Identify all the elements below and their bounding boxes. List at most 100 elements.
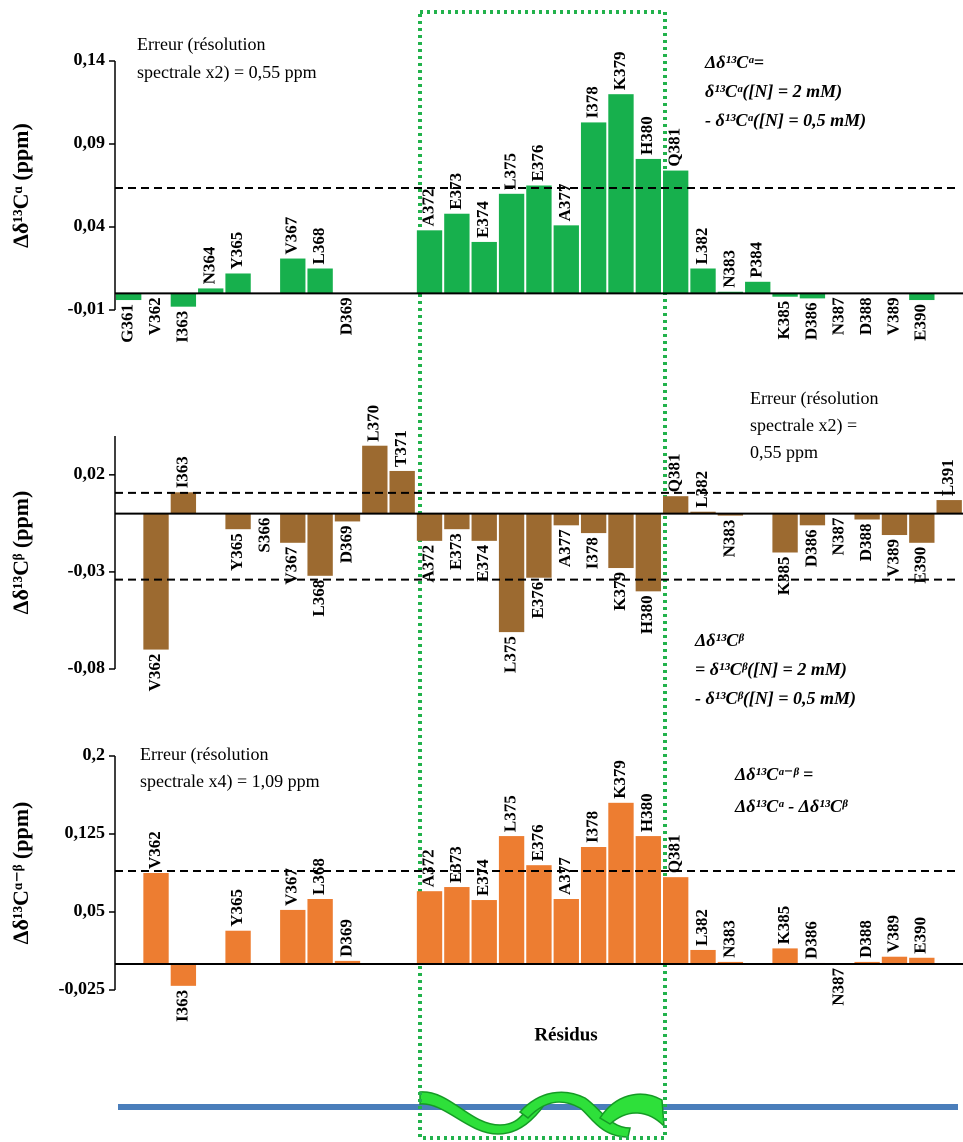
bar <box>690 268 716 294</box>
bar <box>881 956 908 964</box>
bar <box>225 513 251 530</box>
annotation: spectrale x2) = 0,55 ppm <box>137 62 317 83</box>
bar-label: I363 <box>172 990 191 1022</box>
bar <box>580 122 607 294</box>
bar-label: E374 <box>473 859 492 896</box>
bar-label: K385 <box>774 906 793 945</box>
bar-label: L375 <box>500 795 519 832</box>
annotation: Δδ¹³Cᵅ= <box>704 52 764 72</box>
annotation: = δ¹³Cᵝ([N] = 2 mM) <box>695 659 847 680</box>
bar <box>663 877 689 964</box>
bar <box>580 513 607 534</box>
bar-label: I378 <box>583 811 602 843</box>
bar <box>553 513 579 526</box>
y-tick-label: 0,14 <box>74 49 106 69</box>
bar <box>526 185 552 294</box>
bar <box>280 909 306 964</box>
bar <box>553 899 579 964</box>
bar-label: D386 <box>801 302 820 340</box>
annotation: Erreur (résolution <box>750 388 878 409</box>
bar <box>608 513 634 569</box>
bar <box>553 225 579 294</box>
bar <box>799 513 826 526</box>
bar-label: E376 <box>528 582 547 619</box>
bar-label: D388 <box>856 523 875 561</box>
y-tick-label: 0,02 <box>74 463 106 483</box>
bar <box>799 293 826 299</box>
bar-label: L368 <box>309 228 328 265</box>
annotation: spectrale x2) = <box>750 415 857 436</box>
bar-label: E376 <box>528 824 547 861</box>
bar <box>881 513 908 536</box>
bar <box>526 865 552 964</box>
y-tick-label: 0,2 <box>83 744 106 764</box>
bar <box>416 230 443 294</box>
bar-label: E390 <box>911 547 930 584</box>
bar-label: K385 <box>774 557 793 596</box>
bar <box>526 513 552 578</box>
bar-label: H380 <box>637 595 656 634</box>
annotation: Erreur (résolution <box>140 744 268 765</box>
bar-label: E390 <box>911 917 930 954</box>
bar <box>416 891 443 964</box>
bar <box>143 513 169 650</box>
bar-label: H380 <box>637 793 656 832</box>
bar-label: E374 <box>473 201 492 238</box>
y-axis-label: Δδ¹³Cᵅ⁻ᵝ (ppm) <box>8 802 33 945</box>
y-tick-label: -0,025 <box>59 978 106 998</box>
bar <box>416 513 443 541</box>
bar-label: Y365 <box>227 533 246 571</box>
bar-label: Y365 <box>227 889 246 927</box>
bar <box>170 293 197 307</box>
bar <box>280 258 306 294</box>
y-tick-label: -0,08 <box>68 657 106 677</box>
bar-label: N387 <box>829 968 848 1006</box>
bar-label: H380 <box>637 116 656 155</box>
bar-label: D369 <box>336 525 355 563</box>
bar-label: T371 <box>391 430 410 467</box>
bar-label: D369 <box>336 919 355 957</box>
bar-label: D386 <box>801 529 820 567</box>
bar <box>498 836 525 964</box>
bar <box>635 513 661 592</box>
helix <box>419 1091 665 1138</box>
bar <box>362 445 388 514</box>
bar-label: D388 <box>856 297 875 335</box>
bar-label: V362 <box>145 831 164 869</box>
bar <box>608 802 634 964</box>
annotation: - δ¹³Cᵝ([N] = 0,5 mM) <box>695 688 856 709</box>
bar-label: P384 <box>747 241 766 277</box>
bar-label: L382 <box>692 471 711 508</box>
bar-label: E373 <box>446 846 465 883</box>
bar-label: A377 <box>555 529 574 567</box>
bar <box>307 268 333 294</box>
bar <box>471 513 497 541</box>
bar-label: N387 <box>829 297 848 335</box>
bar-label: G361 <box>118 304 137 343</box>
bar <box>717 961 744 964</box>
bar-label: A372 <box>418 545 437 583</box>
bar <box>334 960 361 964</box>
bar-label: V367 <box>282 216 301 254</box>
annotation: δ¹³Cᵅ([N] = 2 mM) <box>705 81 842 102</box>
bar-label: Q381 <box>665 128 684 167</box>
bar <box>170 964 197 986</box>
bar-label: L382 <box>692 228 711 265</box>
y-axis-label: Δδ¹³Cᵅ (ppm) <box>8 123 33 248</box>
bar-label: N383 <box>719 250 738 288</box>
bar-label: L368 <box>309 858 328 895</box>
bar <box>198 288 224 294</box>
bar <box>909 957 935 964</box>
bar <box>170 492 197 514</box>
bar-label: L375 <box>500 153 519 190</box>
bar-label: A377 <box>555 857 574 895</box>
bar-label: E390 <box>911 304 930 341</box>
annotation: - δ¹³Cᵅ([N] = 0,5 mM) <box>705 110 866 131</box>
bar <box>498 513 525 633</box>
y-tick-label: -0,03 <box>68 560 106 580</box>
bar-label: I378 <box>583 86 602 118</box>
bar-label: V362 <box>145 654 164 692</box>
bar-label: E373 <box>446 533 465 570</box>
annotation: Erreur (résolution <box>137 34 265 55</box>
bar-label: K379 <box>610 760 629 799</box>
